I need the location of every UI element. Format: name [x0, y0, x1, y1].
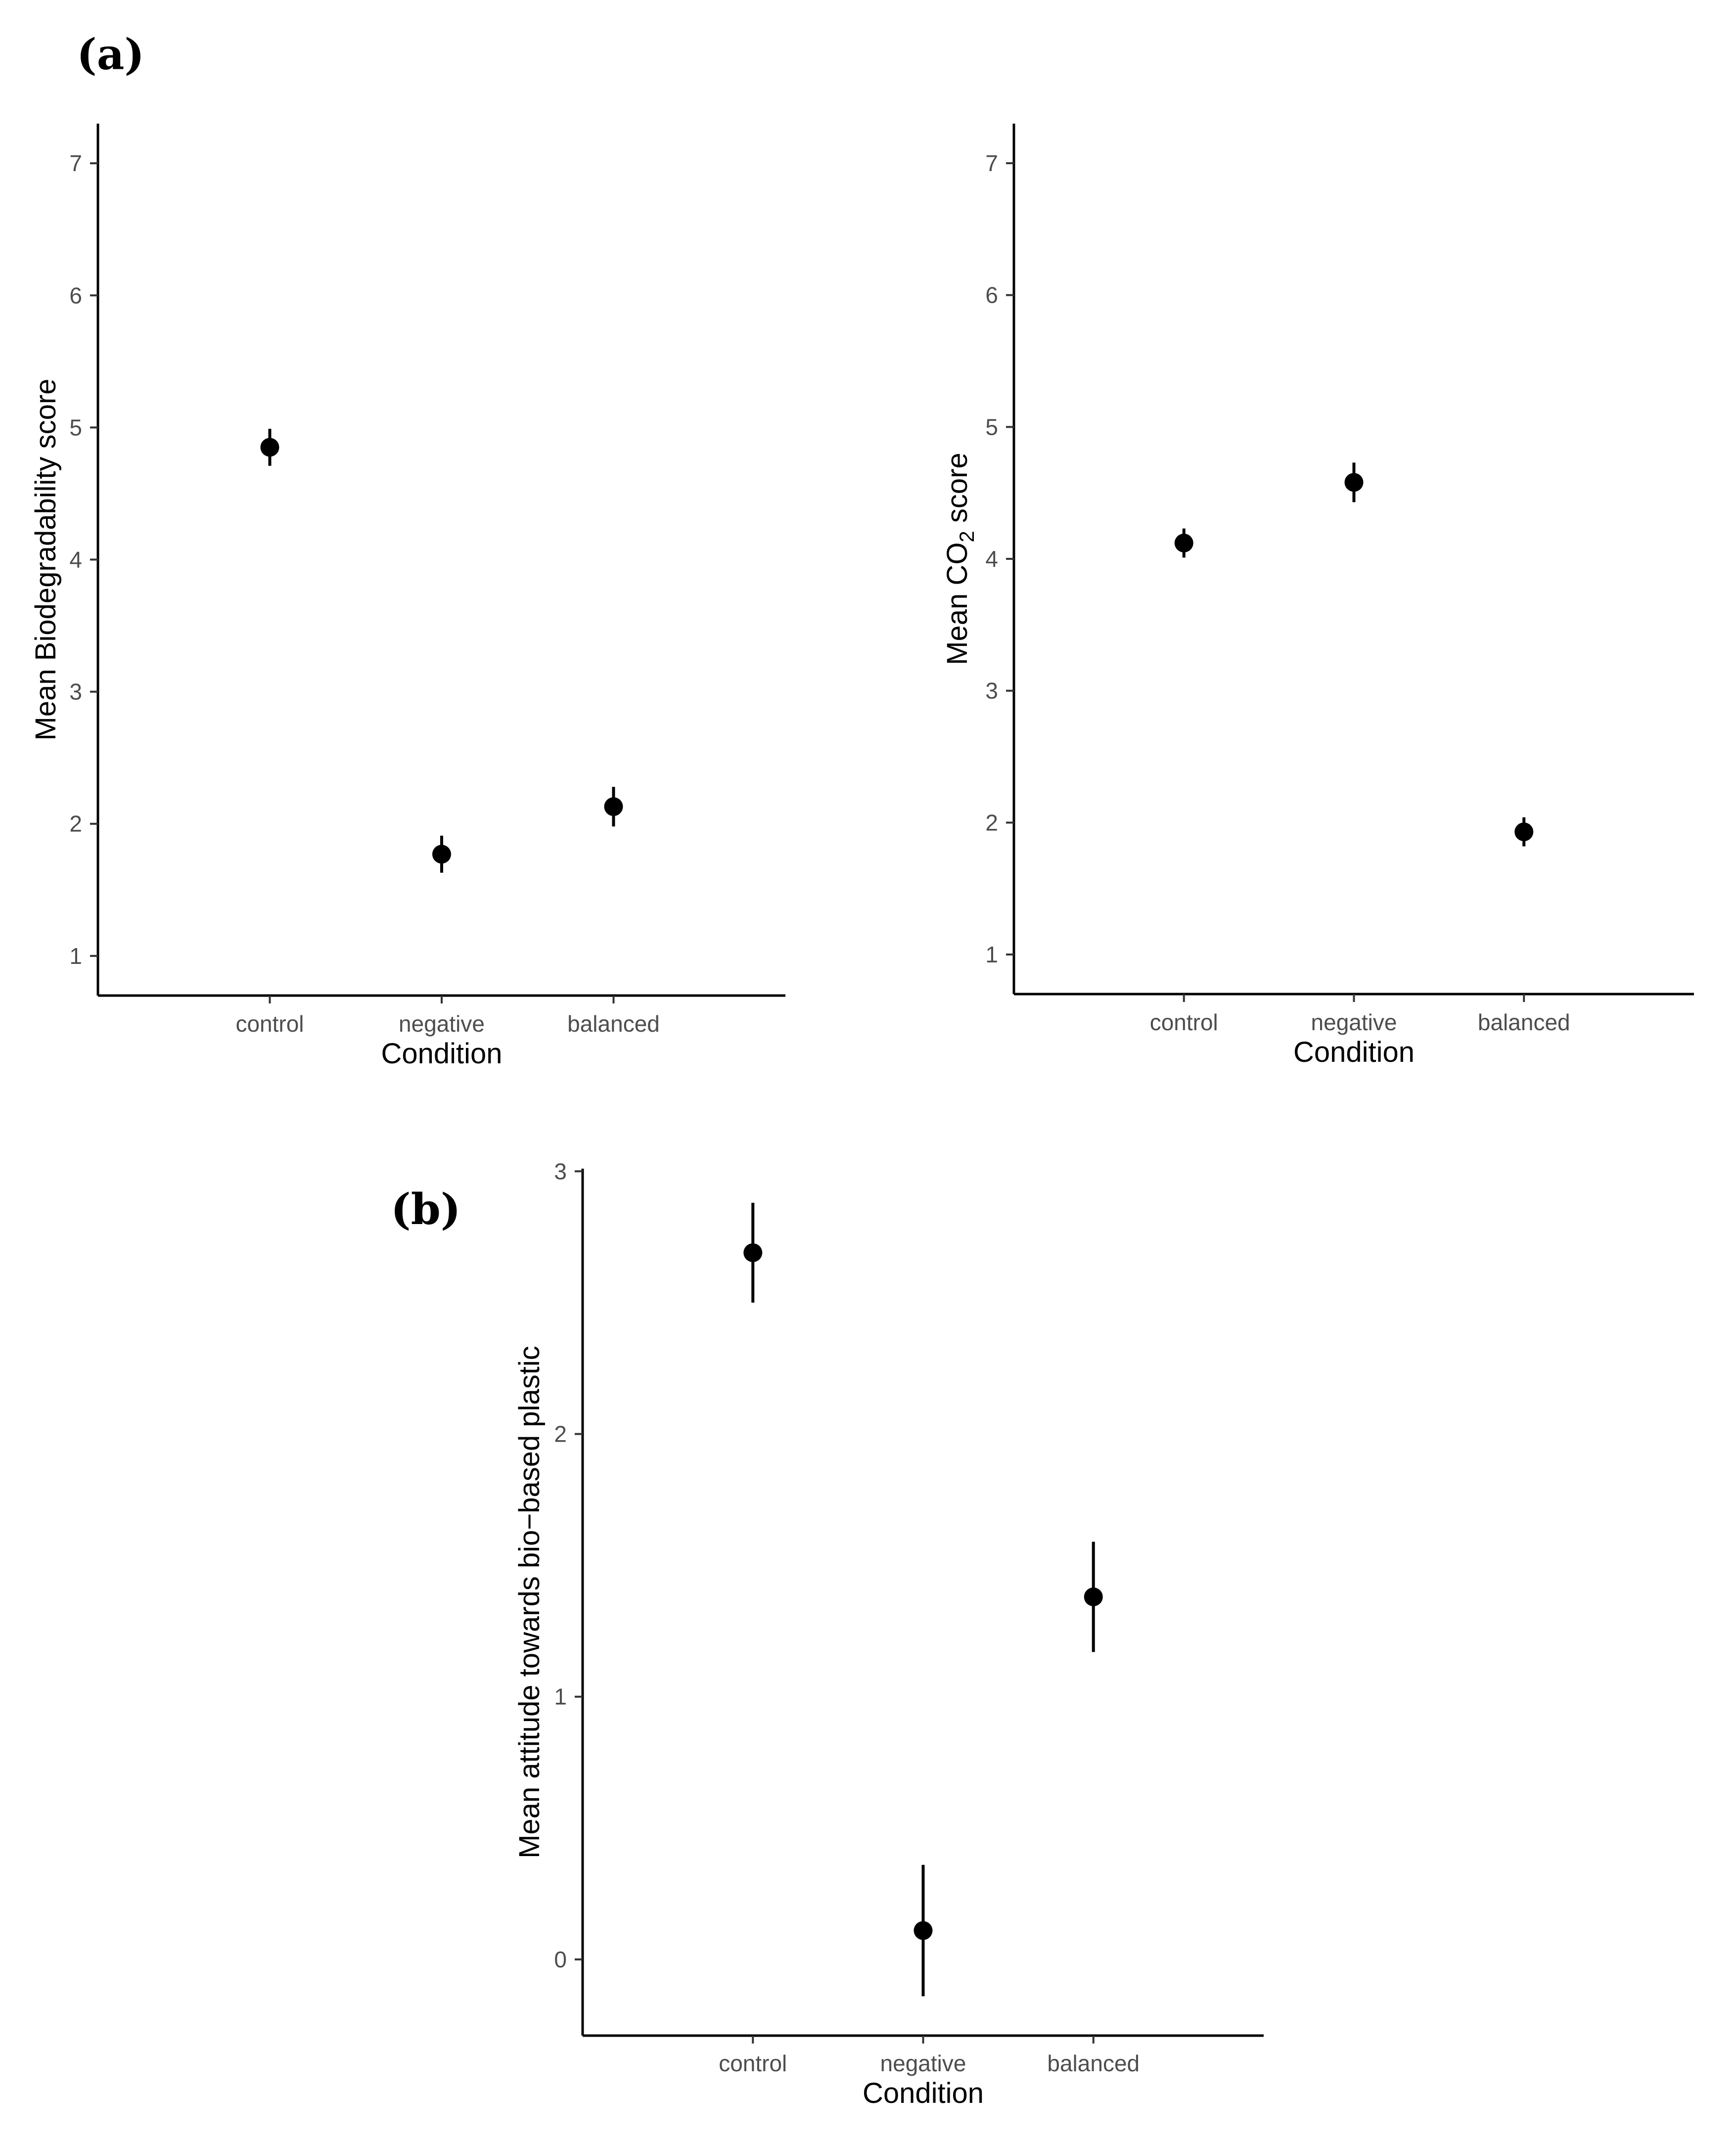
data-point-balanced	[1084, 1587, 1103, 1606]
data-point-control	[743, 1243, 763, 1262]
x-axis-title: Condition	[381, 1038, 502, 1070]
y-tick-label: 6	[69, 282, 82, 308]
y-axis-title: Mean CO2 score	[941, 453, 978, 665]
data-point-balanced	[604, 797, 623, 817]
y-axis-title: Mean Biodegradability score	[30, 379, 62, 741]
x-tick-label-balanced: balanced	[1478, 1009, 1570, 1035]
data-point-negative	[432, 845, 451, 864]
data-point-control	[1174, 534, 1193, 552]
y-tick-label: 7	[985, 150, 998, 176]
biodegradability-chart: 1 2 3 4 5 6 7 control negative balanced Condition M…	[30, 124, 785, 1070]
x-tick-label-control: control	[235, 1011, 304, 1037]
y-tick-label: 4	[985, 546, 998, 572]
data-point-balanced	[1514, 822, 1534, 841]
y-tick-label: 0	[554, 1947, 567, 1972]
y-axis-title: Mean attitude towards bio−based plastic	[513, 1346, 546, 1859]
x-tick-label-control: control	[719, 2050, 787, 2076]
y-tick-label: 5	[69, 414, 82, 440]
y-axis-title-subscript: 2	[955, 531, 978, 542]
data-point-negative	[914, 1921, 933, 1940]
y-tick-label: 2	[69, 811, 82, 837]
x-tick-label-control: control	[1150, 1009, 1218, 1035]
y-tick-label: 2	[554, 1421, 567, 1447]
y-tick-label: 7	[69, 150, 82, 176]
y-tick-label: 1	[554, 1684, 567, 1710]
y-tick-label: 4	[69, 547, 82, 573]
y-tick-label: 2	[985, 810, 998, 835]
x-axis-title: Condition	[863, 2077, 984, 2109]
x-tick-label-balanced: balanced	[567, 1011, 660, 1037]
x-axis-title: Condition	[1293, 1036, 1415, 1068]
x-tick-label-negative: negative	[399, 1011, 485, 1037]
panel-label-b: (b)	[391, 1184, 461, 1234]
y-tick-label: 1	[985, 942, 998, 967]
y-tick-label: 3	[985, 678, 998, 704]
x-tick-label-balanced: balanced	[1047, 2050, 1140, 2076]
data-point-negative	[1344, 473, 1364, 492]
co2-chart: 1 2 3 4 5 6 7 control negative balanced Condition M…	[941, 124, 1694, 1068]
y-axis-title-main: Mean CO	[941, 543, 973, 665]
y-tick-label: 3	[554, 1158, 567, 1184]
x-tick-label-negative: negative	[1311, 1009, 1397, 1035]
attitude-chart: 0 1 2 3 control negative balanced Condition Mean…	[513, 1158, 1264, 2109]
x-tick-label-negative: negative	[880, 2050, 966, 2076]
y-tick-label: 1	[69, 943, 82, 969]
y-axis-title-end: score	[941, 453, 973, 531]
y-tick-label: 5	[985, 414, 998, 440]
y-tick-label: 3	[69, 679, 82, 705]
y-tick-label: 6	[985, 282, 998, 308]
data-point-control	[260, 438, 279, 457]
panel-label-a: (a)	[77, 30, 144, 80]
